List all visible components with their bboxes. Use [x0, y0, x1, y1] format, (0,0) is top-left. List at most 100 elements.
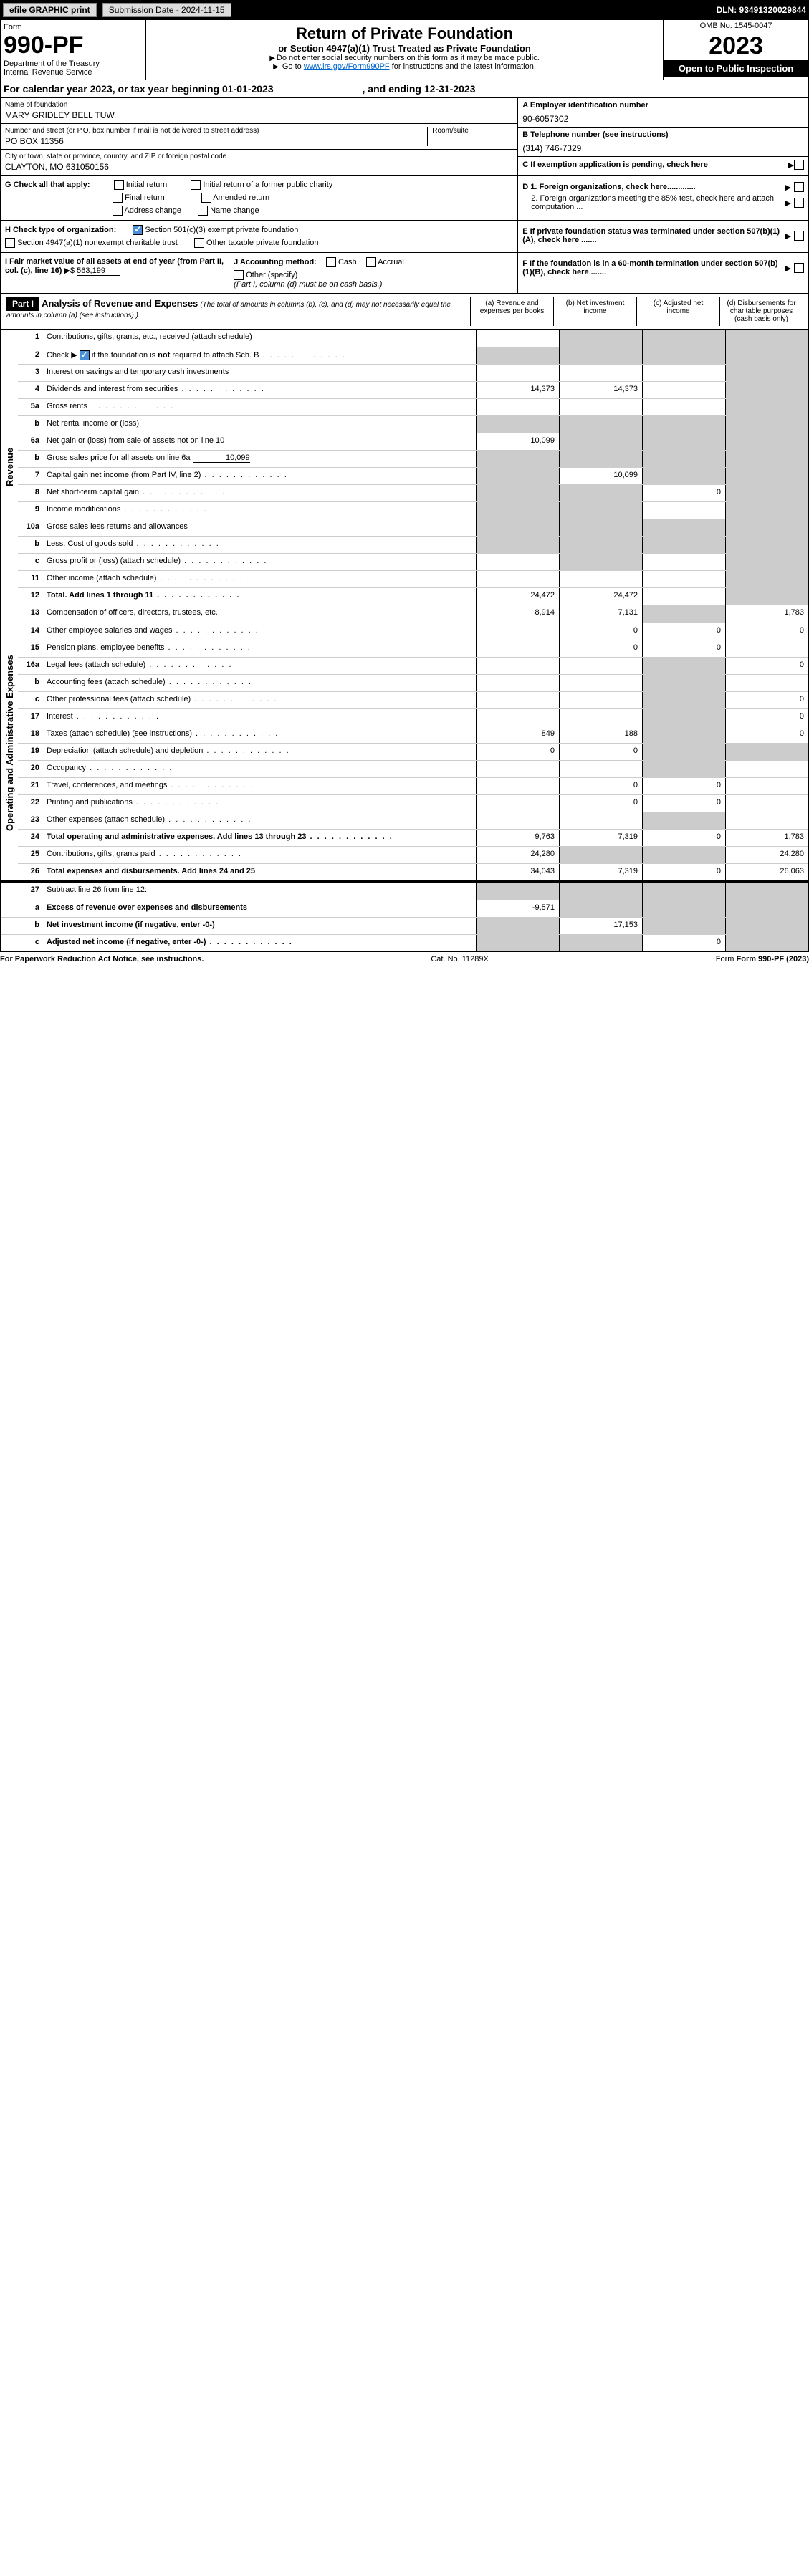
- line-10c: Gross profit or (loss) (attach schedule): [44, 554, 476, 570]
- phone-label: B Telephone number (see instructions): [522, 130, 804, 139]
- irs: Internal Revenue Service: [4, 68, 143, 77]
- j-label: J Accounting method:: [234, 258, 317, 266]
- line-19: Depreciation (attach schedule) and deple…: [44, 744, 476, 760]
- footer: For Paperwork Reduction Act Notice, see …: [0, 952, 809, 966]
- part1-header-row: Part I Analysis of Revenue and Expenses …: [0, 294, 809, 330]
- tax-year: 2023: [664, 32, 808, 60]
- dln: DLN: 93491320029844: [717, 5, 806, 15]
- check-section-g: G Check all that apply: Initial return I…: [0, 176, 809, 221]
- revenue-section: Revenue 1Contributions, gifts, grants, e…: [0, 330, 809, 605]
- line-22: Printing and publications: [44, 795, 476, 812]
- d1-label: D 1. Foreign organizations, check here..…: [522, 183, 782, 191]
- cat-no: Cat. No. 11289X: [431, 955, 489, 963]
- address: PO BOX 11356: [5, 136, 427, 146]
- line-10a: Gross sales less returns and allowances: [44, 519, 476, 536]
- part1-label: Part I: [6, 297, 39, 311]
- col-c: (c) Adjusted net income: [636, 297, 719, 326]
- col-d: (d) Disbursements for charitable purpose…: [719, 297, 803, 326]
- form-header: Form 990-PF Department of the Treasury I…: [0, 20, 809, 80]
- top-header: efile GRAPHIC print Submission Date - 20…: [0, 0, 809, 20]
- ein: 90-6057302: [522, 114, 804, 124]
- foundation-name: MARY GRIDLEY BELL TUW: [5, 110, 513, 120]
- line-21: Travel, conferences, and meetings: [44, 778, 476, 794]
- check-section-h: H Check type of organization: Section 50…: [0, 221, 809, 253]
- line-20: Occupancy: [44, 761, 476, 777]
- cb-initial[interactable]: [114, 180, 124, 190]
- cb-d1[interactable]: [794, 182, 804, 192]
- dept: Department of the Treasury: [4, 59, 143, 68]
- form-number: 990-PF: [4, 32, 143, 59]
- check-section-ij: I Fair market value of all assets at end…: [0, 253, 809, 294]
- line-10b: Less: Cost of goods sold: [44, 537, 476, 553]
- col-a: (a) Revenue and expenses per books: [470, 297, 553, 326]
- line-4: Dividends and interest from securities: [44, 382, 476, 398]
- cb-final[interactable]: [113, 193, 123, 203]
- open-public: Open to Public Inspection: [664, 60, 808, 77]
- room-label: Room/suite: [432, 127, 513, 135]
- revenue-side: Revenue: [1, 330, 18, 605]
- j-note: (Part I, column (d) must be on cash basi…: [234, 280, 513, 289]
- cb-4947[interactable]: [5, 238, 15, 248]
- name-label: Name of foundation: [5, 101, 513, 109]
- omb: OMB No. 1545-0047: [664, 20, 808, 32]
- line-1: Contributions, gifts, grants, etc., rece…: [44, 330, 476, 347]
- cb-amended[interactable]: [201, 193, 211, 203]
- ein-label: A Employer identification number: [522, 101, 804, 110]
- expenses-section: Operating and Administrative Expenses 13…: [0, 605, 809, 881]
- line-13: Compensation of officers, directors, tru…: [44, 605, 476, 623]
- line-27c: Adjusted net income (if negative, enter …: [44, 935, 476, 951]
- cb-accrual[interactable]: [366, 257, 376, 267]
- cb-f[interactable]: [794, 263, 804, 273]
- line-16b: Accounting fees (attach schedule): [44, 675, 476, 691]
- line-8: Net short-term capital gain: [44, 485, 476, 501]
- col-b: (b) Net investment income: [553, 297, 636, 326]
- line-26: Total expenses and disbursements. Add li…: [44, 864, 476, 880]
- cb-other-tax[interactable]: [194, 238, 204, 248]
- cb-e[interactable]: [794, 231, 804, 241]
- c-label: C If exemption application is pending, c…: [522, 160, 788, 169]
- cb-cash[interactable]: [326, 257, 336, 267]
- city: CLAYTON, MO 631050156: [5, 162, 513, 172]
- cb-address[interactable]: [113, 206, 123, 216]
- i-value: 563,199: [77, 266, 120, 276]
- line-15: Pension plans, employee benefits: [44, 640, 476, 657]
- line-6a: Net gain or (loss) from sale of assets n…: [44, 433, 476, 450]
- line-16a: Legal fees (attach schedule): [44, 658, 476, 674]
- d2-label: 2. Foreign organizations meeting the 85%…: [522, 194, 782, 211]
- line-27-block: 27Subtract line 26 from line 12: aExcess…: [0, 881, 809, 952]
- expenses-side: Operating and Administrative Expenses: [1, 605, 18, 880]
- line-23: Other expenses (attach schedule): [44, 812, 476, 829]
- g-label: G Check all that apply:: [5, 181, 90, 189]
- line-14: Other employee salaries and wages: [44, 623, 476, 640]
- line-5b: Net rental income or (loss): [44, 416, 476, 433]
- line-9: Income modifications: [44, 502, 476, 519]
- form-link[interactable]: www.irs.gov/Form990PF: [304, 62, 390, 71]
- cb-name[interactable]: [198, 206, 208, 216]
- line-27a: Excess of revenue over expenses and disb…: [44, 900, 476, 917]
- line-12: Total. Add lines 1 through 11: [44, 588, 476, 605]
- line-18: Taxes (attach schedule) (see instruction…: [44, 726, 476, 743]
- city-label: City or town, state or province, country…: [5, 153, 513, 160]
- form-title: Return of Private Foundation: [150, 24, 659, 43]
- calendar-year: For calendar year 2023, or tax year begi…: [0, 80, 809, 98]
- form-label: Form: [4, 23, 143, 32]
- cb-d2[interactable]: [794, 198, 804, 208]
- form-footer: Form Form 990-PF (2023): [716, 955, 809, 963]
- line-27b: Net investment income (if negative, ente…: [44, 918, 476, 934]
- line-11: Other income (attach schedule): [44, 571, 476, 587]
- cb-schb[interactable]: [80, 350, 90, 360]
- line-27: Subtract line 26 from line 12:: [44, 883, 476, 900]
- e-label: E If private foundation status was termi…: [522, 227, 782, 244]
- instr-2: Go to www.irs.gov/Form990PF for instruct…: [150, 62, 659, 71]
- cb-initial-former[interactable]: [191, 180, 201, 190]
- line-6b: Gross sales price for all assets on line…: [44, 451, 476, 467]
- cb-other-acct[interactable]: [234, 270, 244, 280]
- efile-button[interactable]: efile GRAPHIC print: [3, 3, 97, 17]
- form-subtitle: or Section 4947(a)(1) Trust Treated as P…: [150, 43, 659, 54]
- cb-501c3[interactable]: [133, 225, 143, 235]
- line-25: Contributions, gifts, grants paid: [44, 847, 476, 863]
- c-checkbox[interactable]: [794, 160, 804, 170]
- h-label: H Check type of organization:: [5, 226, 116, 234]
- line-7: Capital gain net income (from Part IV, l…: [44, 468, 476, 484]
- line-3: Interest on savings and temporary cash i…: [44, 365, 476, 381]
